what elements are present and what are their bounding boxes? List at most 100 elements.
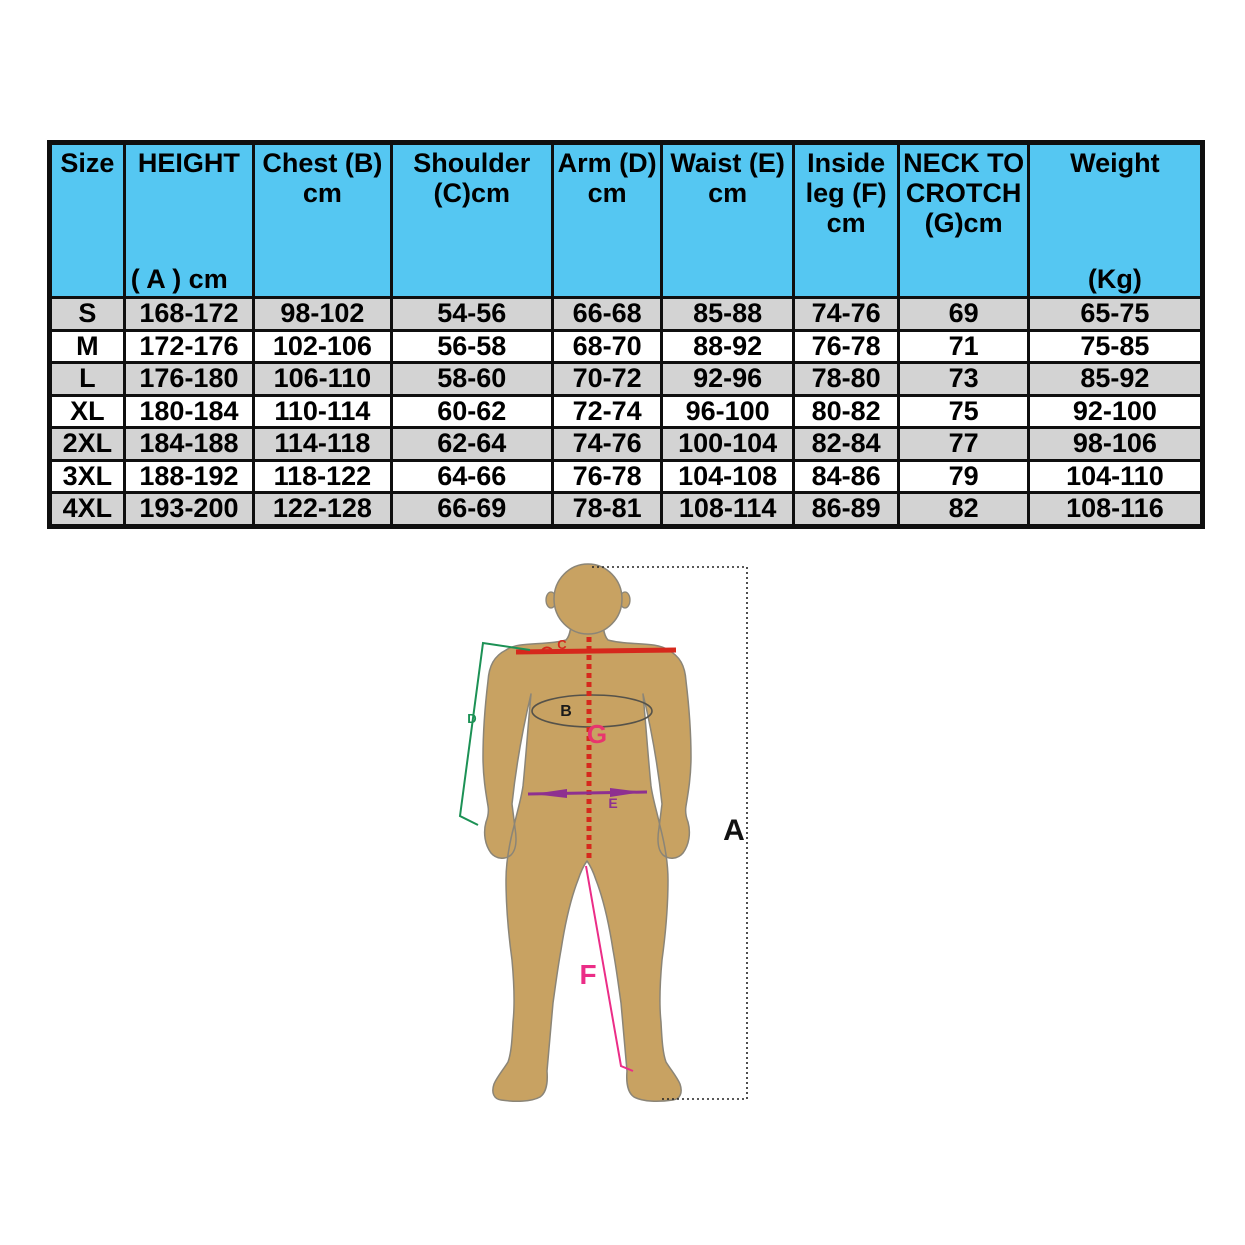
table-cell: 92-96 — [660, 361, 795, 397]
table-cell: 62-64 — [389, 426, 554, 462]
chest-ellipse-b — [531, 694, 653, 728]
table-cell: 176-180 — [122, 361, 256, 397]
table-cell: 184-188 — [122, 426, 256, 462]
table-cell: 64-66 — [389, 458, 554, 494]
column-header-waist: Waist (E) cm — [660, 141, 795, 299]
body-measurement-diagram: A B C D E F G — [435, 548, 775, 1123]
arm-line-d — [458, 641, 531, 826]
table-cell: 85-92 — [1026, 361, 1205, 397]
table-cell: 77 — [897, 426, 1030, 462]
table-cell: 70-72 — [550, 361, 664, 397]
table-cell: 172-176 — [122, 328, 256, 364]
table-cell: 168-172 — [122, 296, 256, 332]
table-cell: 118-122 — [252, 458, 393, 494]
table-cell: S — [48, 296, 126, 332]
table-cell: 72-74 — [550, 393, 664, 429]
table-row: M 172-176 102-106 56-58 68-70 88-92 76-78 71 75-… — [48, 328, 1205, 364]
table-cell: 98-102 — [252, 296, 393, 332]
table-cell: 58-60 — [389, 361, 554, 397]
table-cell: 114-118 — [252, 426, 393, 462]
table-cell: 86-89 — [791, 491, 901, 528]
table-cell: 104-110 — [1026, 458, 1205, 494]
table-cell: 180-184 — [122, 393, 256, 429]
table-cell: 2XL — [48, 426, 126, 462]
column-header-weight: Weight (Kg) — [1026, 141, 1205, 299]
table-cell: 85-88 — [660, 296, 795, 332]
table-cell: 75 — [897, 393, 1030, 429]
table-cell: 82-84 — [791, 426, 901, 462]
body-silhouette — [482, 620, 692, 1102]
column-header-inside-leg: Inside leg (F) cm — [791, 141, 901, 299]
table-cell: 76-78 — [550, 458, 664, 494]
table-cell: 92-100 — [1026, 393, 1205, 429]
label-d: D — [467, 711, 476, 726]
table-row: 4XL 193-200 122-128 66-69 78-81 108-114 86-89 8… — [48, 491, 1205, 528]
table-cell: 66-69 — [389, 491, 554, 528]
table-cell: 75-85 — [1026, 328, 1205, 364]
table-cell: 108-116 — [1026, 491, 1205, 528]
table-cell: 79 — [897, 458, 1030, 494]
column-header-neck-to-crotch: NECK TO CROTCH (G)cm — [897, 141, 1030, 299]
table-cell: 88-92 — [660, 328, 795, 364]
column-header-size: Size — [48, 141, 126, 299]
table-cell: 100-104 — [660, 426, 795, 462]
head — [553, 563, 623, 635]
table-cell: 82 — [897, 491, 1030, 528]
header-row: Size HEIGHT( A ) cm Chest (B) cm Shoulde… — [48, 141, 1205, 299]
table-cell: XL — [48, 393, 126, 429]
table-cell: 96-100 — [660, 393, 795, 429]
table-cell: 76-78 — [791, 328, 901, 364]
table-cell: 69 — [897, 296, 1030, 332]
waist-arrow-left — [533, 789, 567, 798]
column-header-chest: Chest (B) cm — [252, 141, 393, 299]
table-cell: M — [48, 328, 126, 364]
size-chart-table: Size HEIGHT( A ) cm Chest (B) cm Shoulde… — [47, 140, 1205, 529]
height-line-a — [592, 566, 748, 1100]
table-row: S 168-172 98-102 54-56 66-68 85-88 74-76 69 65-7… — [48, 296, 1205, 332]
shoulder-line-c — [515, 647, 677, 655]
label-f: F — [579, 959, 596, 990]
table-cell: 68-70 — [550, 328, 664, 364]
column-header-arm: Arm (D) cm — [550, 141, 664, 299]
table-cell: 66-68 — [550, 296, 664, 332]
table-cell: 74-76 — [550, 426, 664, 462]
table-row: 3XL 188-192 118-122 64-66 76-78 104-108 84-86 7… — [48, 458, 1205, 494]
table-cell: 56-58 — [389, 328, 554, 364]
table-cell: 4XL — [48, 491, 126, 528]
table-cell: 65-75 — [1026, 296, 1205, 332]
table-cell: 80-82 — [791, 393, 901, 429]
table-cell: 78-80 — [791, 361, 901, 397]
label-c: C — [557, 637, 567, 652]
table-header: Size HEIGHT( A ) cm Chest (B) cm Shoulde… — [48, 141, 1205, 299]
table-cell: 106-110 — [252, 361, 393, 397]
shoulder-line-curl — [541, 646, 553, 653]
table-cell: 102-106 — [252, 328, 393, 364]
table-cell: 54-56 — [389, 296, 554, 332]
table-cell: L — [48, 361, 126, 397]
table-cell: 78-81 — [550, 491, 664, 528]
column-header-height: HEIGHT( A ) cm — [122, 141, 256, 299]
table-cell: 193-200 — [122, 491, 256, 528]
inside-leg-line-f — [585, 865, 634, 1072]
table-cell: 98-106 — [1026, 426, 1205, 462]
table-row: 2XL 184-188 114-118 62-64 74-76 100-104 82-84 7… — [48, 426, 1205, 462]
table-cell: 108-114 — [660, 491, 795, 528]
label-b: B — [560, 703, 572, 720]
table-cell: 110-114 — [252, 393, 393, 429]
table-cell: 188-192 — [122, 458, 256, 494]
table-cell: 122-128 — [252, 491, 393, 528]
table-cell: 74-76 — [791, 296, 901, 332]
table-cell: 104-108 — [660, 458, 795, 494]
table-cell: 60-62 — [389, 393, 554, 429]
table-row: XL 180-184 110-114 60-62 72-74 96-100 80-82 75 9… — [48, 393, 1205, 429]
table-cell: 71 — [897, 328, 1030, 364]
label-e: E — [608, 795, 617, 811]
table-cell: 73 — [897, 361, 1030, 397]
table-cell: 84-86 — [791, 458, 901, 494]
table-body: S 168-172 98-102 54-56 66-68 85-88 74-76 69 65-7… — [48, 296, 1205, 528]
column-header-shoulder: Shoulder (C)cm — [389, 141, 554, 299]
waist-arrow-right — [610, 788, 642, 797]
label-a: A — [723, 814, 745, 847]
table-row: L 176-180 106-110 58-60 70-72 92-96 78-80 73 85-… — [48, 361, 1205, 397]
table-cell: 3XL — [48, 458, 126, 494]
